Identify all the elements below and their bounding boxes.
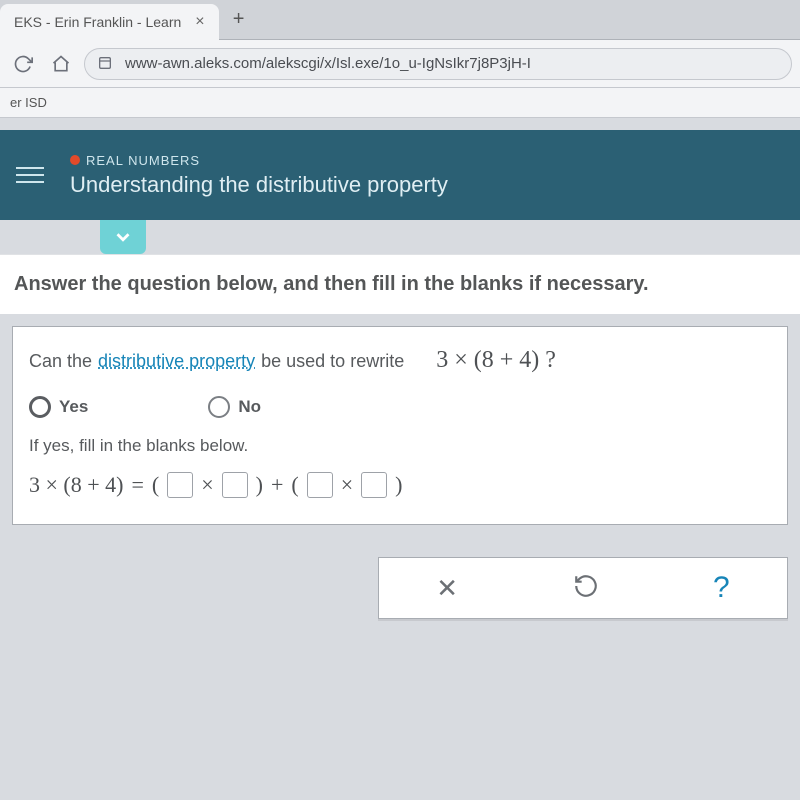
lesson-title: Understanding the distributive property xyxy=(70,172,448,198)
blank-input-1[interactable] xyxy=(167,472,193,498)
blank-input-2[interactable] xyxy=(222,472,248,498)
question-box: Can the distributive property be used to… xyxy=(12,326,788,525)
question-expression: 3 × (8 + 4) ? xyxy=(436,347,556,374)
radio-circle-icon xyxy=(29,396,51,418)
status-dot-icon xyxy=(70,155,80,165)
url-bar[interactable]: www-awn.aleks.com/alekscgi/x/Isl.exe/1o_… xyxy=(84,48,792,80)
help-button[interactable]: ? xyxy=(713,571,730,605)
radio-group: Yes No xyxy=(29,396,771,418)
menu-icon[interactable] xyxy=(16,157,52,193)
action-bar: ✕ ? xyxy=(378,557,788,619)
site-info-icon[interactable] xyxy=(97,55,115,73)
home-icon[interactable] xyxy=(46,49,76,79)
new-tab-button[interactable]: + xyxy=(225,6,253,34)
equation-lhs: 3 × (8 + 4) xyxy=(29,472,123,498)
radio-yes-label: Yes xyxy=(59,397,88,417)
blank-input-3[interactable] xyxy=(307,472,333,498)
clear-button[interactable]: ✕ xyxy=(436,573,458,604)
dropdown-toggle[interactable] xyxy=(100,220,146,254)
bookmark-item[interactable]: er ISD xyxy=(10,95,47,110)
instruction-text: Answer the question below, and then fill… xyxy=(0,254,800,314)
lesson-category: REAL NUMBERS xyxy=(70,153,448,168)
lesson-header: REAL NUMBERS Understanding the distribut… xyxy=(0,130,800,220)
bookmark-bar: er ISD xyxy=(0,88,800,118)
radio-yes[interactable]: Yes xyxy=(29,396,88,418)
reload-icon[interactable] xyxy=(8,49,38,79)
radio-no[interactable]: No xyxy=(208,396,261,418)
radio-no-label: No xyxy=(238,397,261,417)
question-prompt: Can the distributive property be used to… xyxy=(29,347,771,374)
browser-tab[interactable]: EKS - Erin Franklin - Learn × xyxy=(0,4,219,40)
radio-circle-icon xyxy=(208,396,230,418)
equation: 3 × (8 + 4) = ( × ) + ( × ) xyxy=(29,472,771,498)
tab-close-icon[interactable]: × xyxy=(195,13,204,31)
glossary-link[interactable]: distributive property xyxy=(98,351,255,372)
url-text: www-awn.aleks.com/alekscgi/x/Isl.exe/1o_… xyxy=(125,55,531,72)
undo-button[interactable] xyxy=(573,573,599,604)
blank-input-4[interactable] xyxy=(361,472,387,498)
browser-tab-bar: EKS - Erin Franklin - Learn × + xyxy=(0,0,800,40)
browser-toolbar: www-awn.aleks.com/alekscgi/x/Isl.exe/1o_… xyxy=(0,40,800,88)
hint-text: If yes, fill in the blanks below. xyxy=(29,436,771,456)
tab-title: EKS - Erin Franklin - Learn xyxy=(14,14,181,30)
